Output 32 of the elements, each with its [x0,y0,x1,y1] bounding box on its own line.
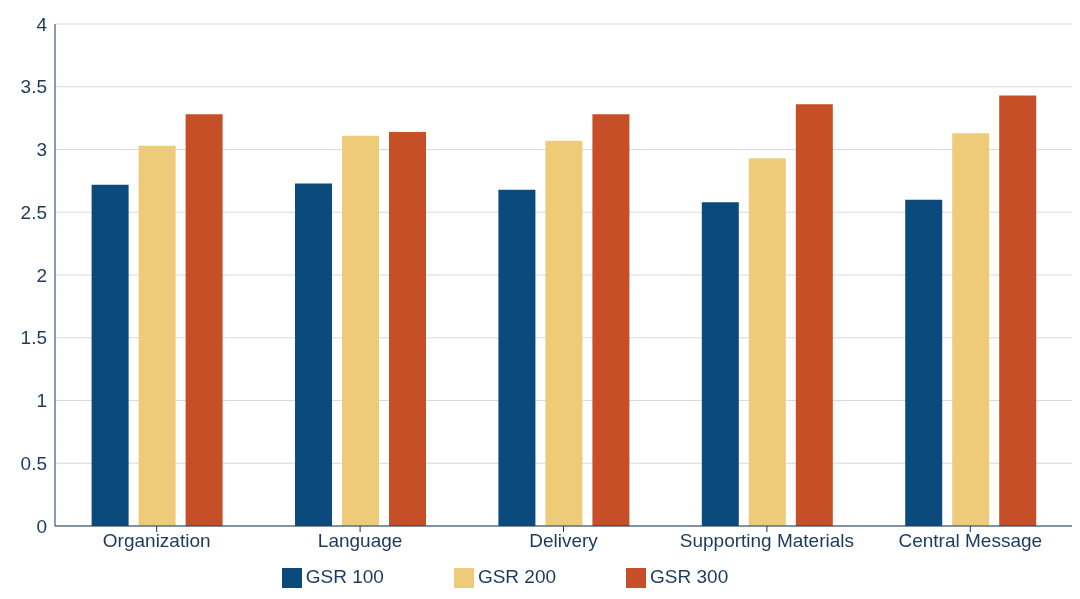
y-tick-label: 3.5 [20,76,47,98]
y-tick-label: 2 [36,264,47,286]
bar [795,104,833,526]
bar [748,158,786,526]
x-tick-label: Supporting Materials [679,530,855,552]
x-tick-label: Delivery [529,530,599,552]
y-tick-label: 1 [36,390,47,412]
y-tick-label: 0.5 [20,452,47,474]
x-tick-label: Language [317,530,403,552]
bar [91,184,129,526]
legend-label: GSR 300 [650,566,729,587]
bar [592,114,630,526]
bar [295,183,333,526]
legend-label: GSR 200 [477,566,557,587]
bar [498,189,536,526]
legend-label: GSR 100 [305,566,384,587]
y-tick-label: 4 [36,13,48,35]
bar [952,133,990,526]
y-tick-label: 0 [36,515,47,537]
bar [342,135,380,526]
bar [185,114,223,526]
y-tick-label: 2.5 [20,201,47,223]
bar [138,145,176,526]
y-tick-label: 3 [36,139,47,161]
y-tick-label: 1.5 [20,327,47,349]
bar [701,202,739,526]
x-tick-label: Central Message [898,530,1043,552]
bar [389,131,427,526]
bar [999,95,1037,526]
bar [545,140,583,526]
x-tick-label: Organization [102,530,211,552]
bar [905,199,943,526]
